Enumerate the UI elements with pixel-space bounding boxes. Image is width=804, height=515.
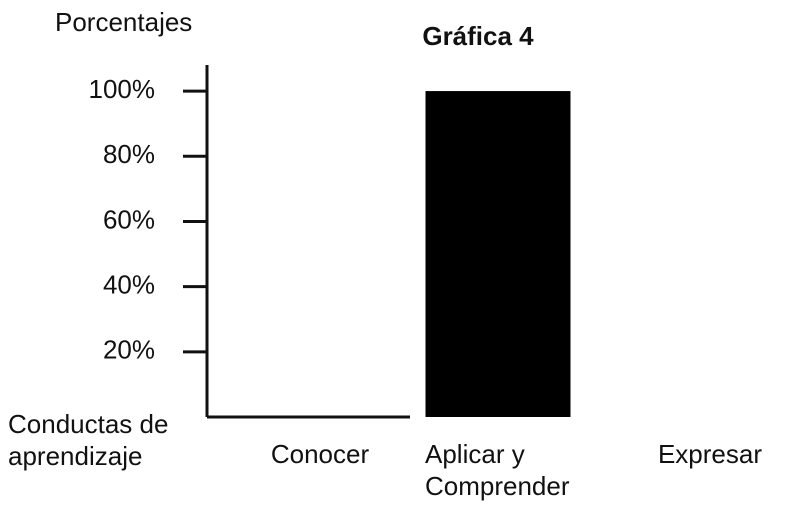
- y-tick-label: 80%: [103, 139, 155, 169]
- y-tick-label: 60%: [103, 204, 155, 234]
- y-axis-label: Porcentajes: [55, 7, 192, 37]
- y-tick-label: 40%: [103, 270, 155, 300]
- y-tick-label: 20%: [103, 335, 155, 365]
- chart-title: Gráfica 4: [422, 21, 534, 51]
- x-axis-label: Conductas de aprendizaje: [8, 409, 169, 471]
- x-tick-label: Conocer: [270, 439, 370, 469]
- x-tick-label: Aplicar y Comprender: [425, 439, 570, 501]
- y-tick-label: 100%: [89, 74, 156, 104]
- bar: [425, 91, 571, 418]
- x-tick-label: Expresar: [657, 439, 763, 469]
